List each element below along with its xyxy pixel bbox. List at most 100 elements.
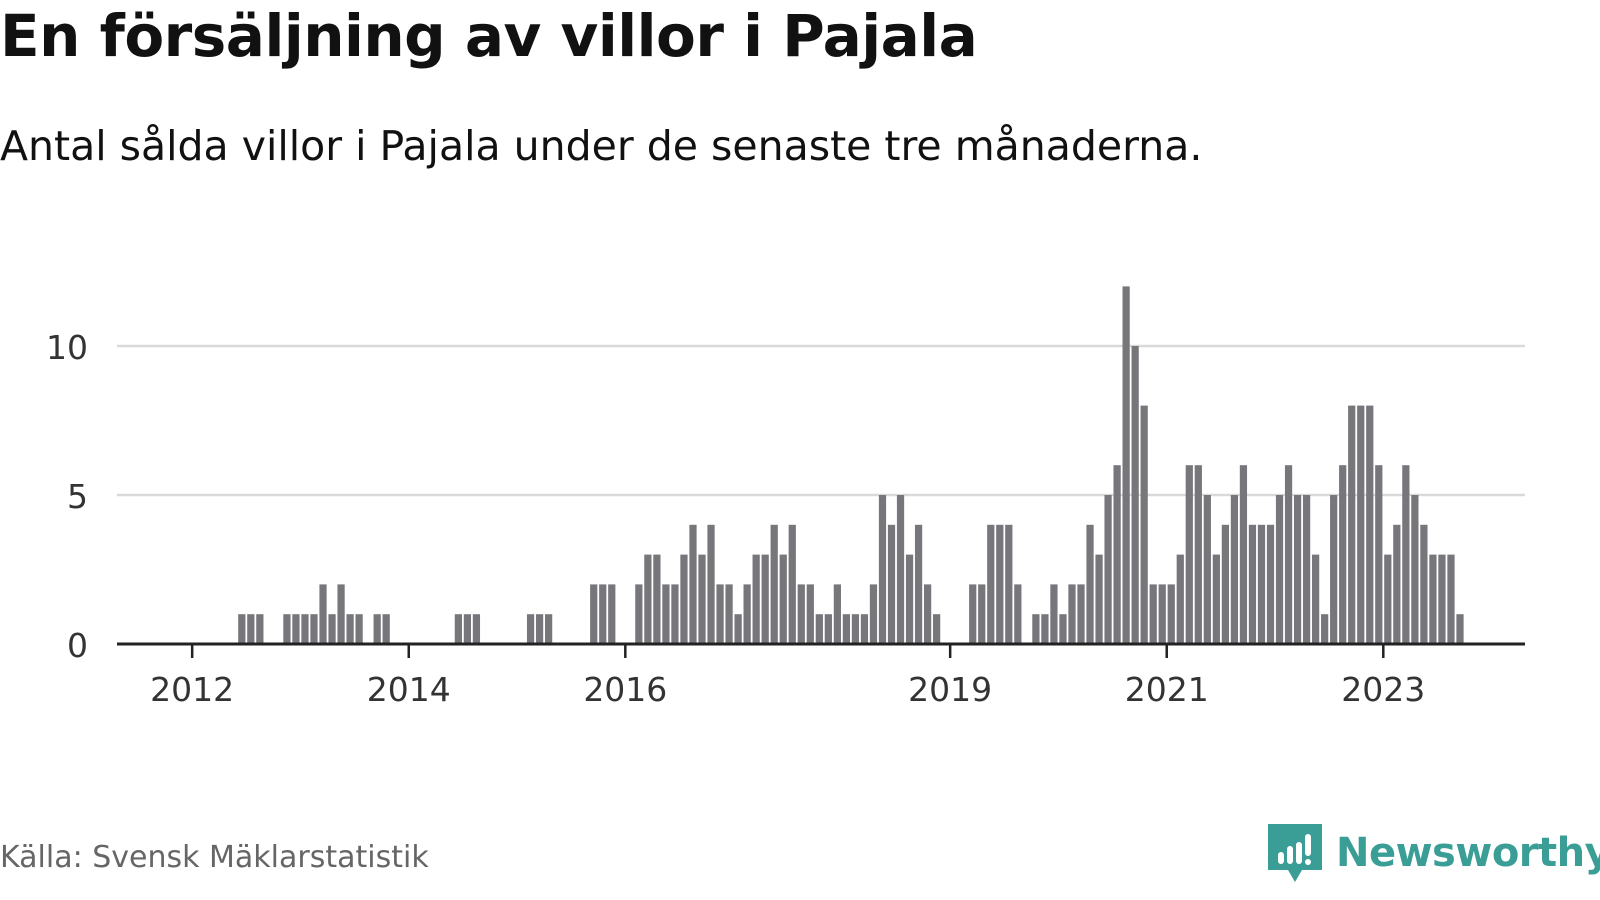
bar bbox=[707, 524, 715, 644]
chart-title: En försäljning av villor i Pajala bbox=[0, 2, 978, 70]
bar bbox=[1312, 554, 1320, 644]
bar bbox=[833, 584, 841, 644]
bar bbox=[1212, 554, 1220, 644]
bar bbox=[247, 614, 255, 644]
bar bbox=[698, 554, 706, 644]
bar bbox=[1041, 614, 1049, 644]
bar bbox=[1384, 554, 1392, 644]
y-tick-label: 10 bbox=[46, 328, 88, 367]
bar bbox=[653, 554, 661, 644]
bar bbox=[1302, 495, 1311, 644]
brand-logo: Newsworthy bbox=[1262, 818, 1600, 888]
bar bbox=[337, 584, 345, 644]
bar bbox=[824, 614, 832, 644]
bar bbox=[1167, 584, 1175, 644]
bar bbox=[887, 524, 896, 644]
bar bbox=[725, 584, 733, 644]
bar bbox=[1221, 524, 1229, 644]
y-tick-label: 0 bbox=[67, 626, 88, 665]
bar bbox=[319, 584, 327, 644]
bar bbox=[969, 584, 977, 644]
bar bbox=[526, 614, 535, 644]
bar bbox=[1131, 346, 1139, 644]
bar bbox=[1032, 614, 1040, 644]
bar bbox=[933, 614, 941, 644]
x-tick-label: 2016 bbox=[583, 670, 667, 709]
bar bbox=[869, 584, 878, 644]
bar bbox=[1104, 495, 1112, 644]
bar bbox=[860, 614, 869, 644]
bar bbox=[878, 495, 887, 644]
bar bbox=[1077, 584, 1085, 644]
bar bbox=[788, 524, 796, 644]
bar bbox=[851, 614, 860, 644]
bar bbox=[761, 554, 769, 644]
bar bbox=[1429, 554, 1437, 644]
bar bbox=[535, 614, 544, 644]
bar bbox=[1005, 524, 1013, 644]
bar bbox=[238, 614, 246, 644]
bar bbox=[1122, 286, 1130, 644]
bar bbox=[896, 495, 905, 644]
bar bbox=[599, 584, 607, 644]
bar bbox=[1420, 524, 1428, 644]
bar bbox=[662, 584, 670, 644]
bar bbox=[1230, 495, 1239, 644]
bar bbox=[544, 614, 553, 644]
bar bbox=[1393, 524, 1401, 644]
bar bbox=[770, 524, 778, 644]
y-tick-label: 5 bbox=[67, 477, 88, 516]
bar bbox=[301, 614, 309, 644]
bar bbox=[1194, 465, 1202, 644]
bar bbox=[797, 584, 805, 644]
bar bbox=[1348, 405, 1356, 644]
bar bbox=[716, 584, 724, 644]
bar bbox=[1176, 554, 1184, 644]
brand-name: Newsworthy bbox=[1336, 830, 1600, 876]
bar bbox=[635, 584, 643, 644]
bar bbox=[1293, 495, 1302, 644]
bar bbox=[1185, 465, 1193, 644]
bar bbox=[905, 554, 914, 644]
bar-chart-icon bbox=[1268, 824, 1322, 882]
x-tick-label: 2014 bbox=[367, 670, 451, 709]
bar bbox=[914, 524, 923, 644]
x-tick-label: 2023 bbox=[1341, 670, 1425, 709]
bar bbox=[806, 584, 814, 644]
bar bbox=[743, 584, 751, 644]
bar bbox=[1438, 554, 1446, 644]
bar bbox=[1402, 465, 1410, 644]
bar bbox=[608, 584, 616, 644]
bar bbox=[996, 524, 1004, 644]
bar bbox=[590, 584, 598, 644]
bar bbox=[1330, 495, 1338, 644]
bar bbox=[1059, 614, 1067, 644]
bar bbox=[1357, 405, 1365, 644]
bar bbox=[1456, 614, 1464, 644]
bar bbox=[283, 614, 291, 644]
bar bbox=[1257, 524, 1266, 644]
bar bbox=[680, 554, 688, 644]
bar bbox=[923, 584, 932, 644]
bar bbox=[346, 614, 354, 644]
chart-subtitle: Antal sålda villor i Pajala under de sen… bbox=[0, 122, 1203, 170]
bar bbox=[1149, 584, 1157, 644]
bar bbox=[292, 614, 300, 644]
bar bbox=[734, 614, 742, 644]
bar bbox=[1050, 584, 1058, 644]
bar bbox=[373, 614, 381, 644]
bar bbox=[1086, 524, 1094, 644]
bar bbox=[1275, 495, 1284, 644]
x-tick-label: 2019 bbox=[908, 670, 992, 709]
x-tick-label: 2021 bbox=[1125, 670, 1209, 709]
bar bbox=[1366, 405, 1374, 644]
bar bbox=[1113, 465, 1121, 644]
bar bbox=[1203, 495, 1211, 644]
bar bbox=[256, 614, 264, 644]
bar bbox=[752, 554, 760, 644]
bar bbox=[689, 524, 697, 644]
bar bbox=[1239, 465, 1248, 644]
highlight-value-label: 1 bbox=[1468, 0, 1488, 8]
bar bbox=[1248, 524, 1257, 644]
source-credit: Källa: Svensk Mäklarstatistik bbox=[0, 840, 429, 875]
